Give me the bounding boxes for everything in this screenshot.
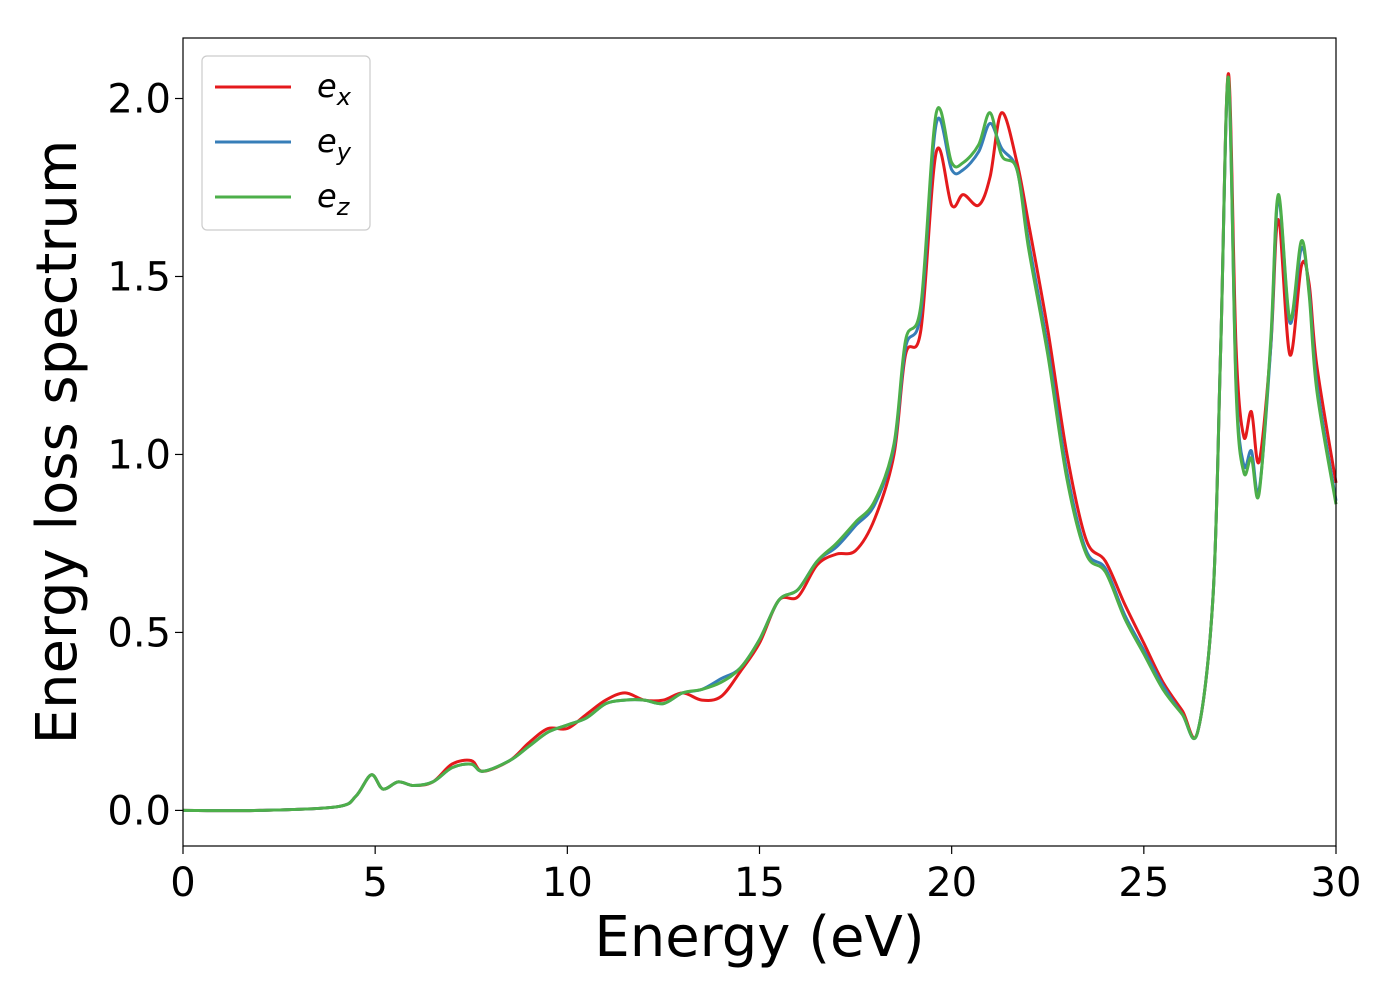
x-tick-label: 10 [542, 860, 593, 906]
x-tick-label: 30 [1311, 860, 1362, 906]
x-tick-label: 5 [362, 860, 387, 906]
y-tick-label: 1.5 [107, 254, 171, 300]
y-tick-label: 2.0 [107, 77, 171, 123]
legend-label-x: ex [317, 67, 352, 111]
legend-label-z: ez [317, 177, 351, 221]
x-axis-label: Energy (eV) [594, 905, 924, 970]
y-tick-label: 1.0 [107, 432, 171, 478]
y-axis-label: Energy loss spectrum [25, 140, 90, 745]
x-axis: 0 5 10 15 20 25 30 [170, 846, 1361, 906]
x-tick-label: 20 [926, 860, 977, 906]
x-tick-label: 15 [734, 860, 785, 906]
plot-background [183, 38, 1336, 846]
y-tick-label: 0.0 [107, 788, 171, 834]
y-axis: 0.0 0.5 1.0 1.5 2.0 [107, 77, 183, 834]
series-lines [182, 72, 1338, 813]
series-line-z [182, 75, 1338, 813]
x-tick-label: 0 [170, 860, 195, 906]
legend: ex ey ez [201, 55, 371, 231]
x-tick-label: 25 [1118, 860, 1169, 906]
y-tick-label: 0.5 [107, 610, 171, 656]
legend-label-y: ey [317, 122, 352, 166]
